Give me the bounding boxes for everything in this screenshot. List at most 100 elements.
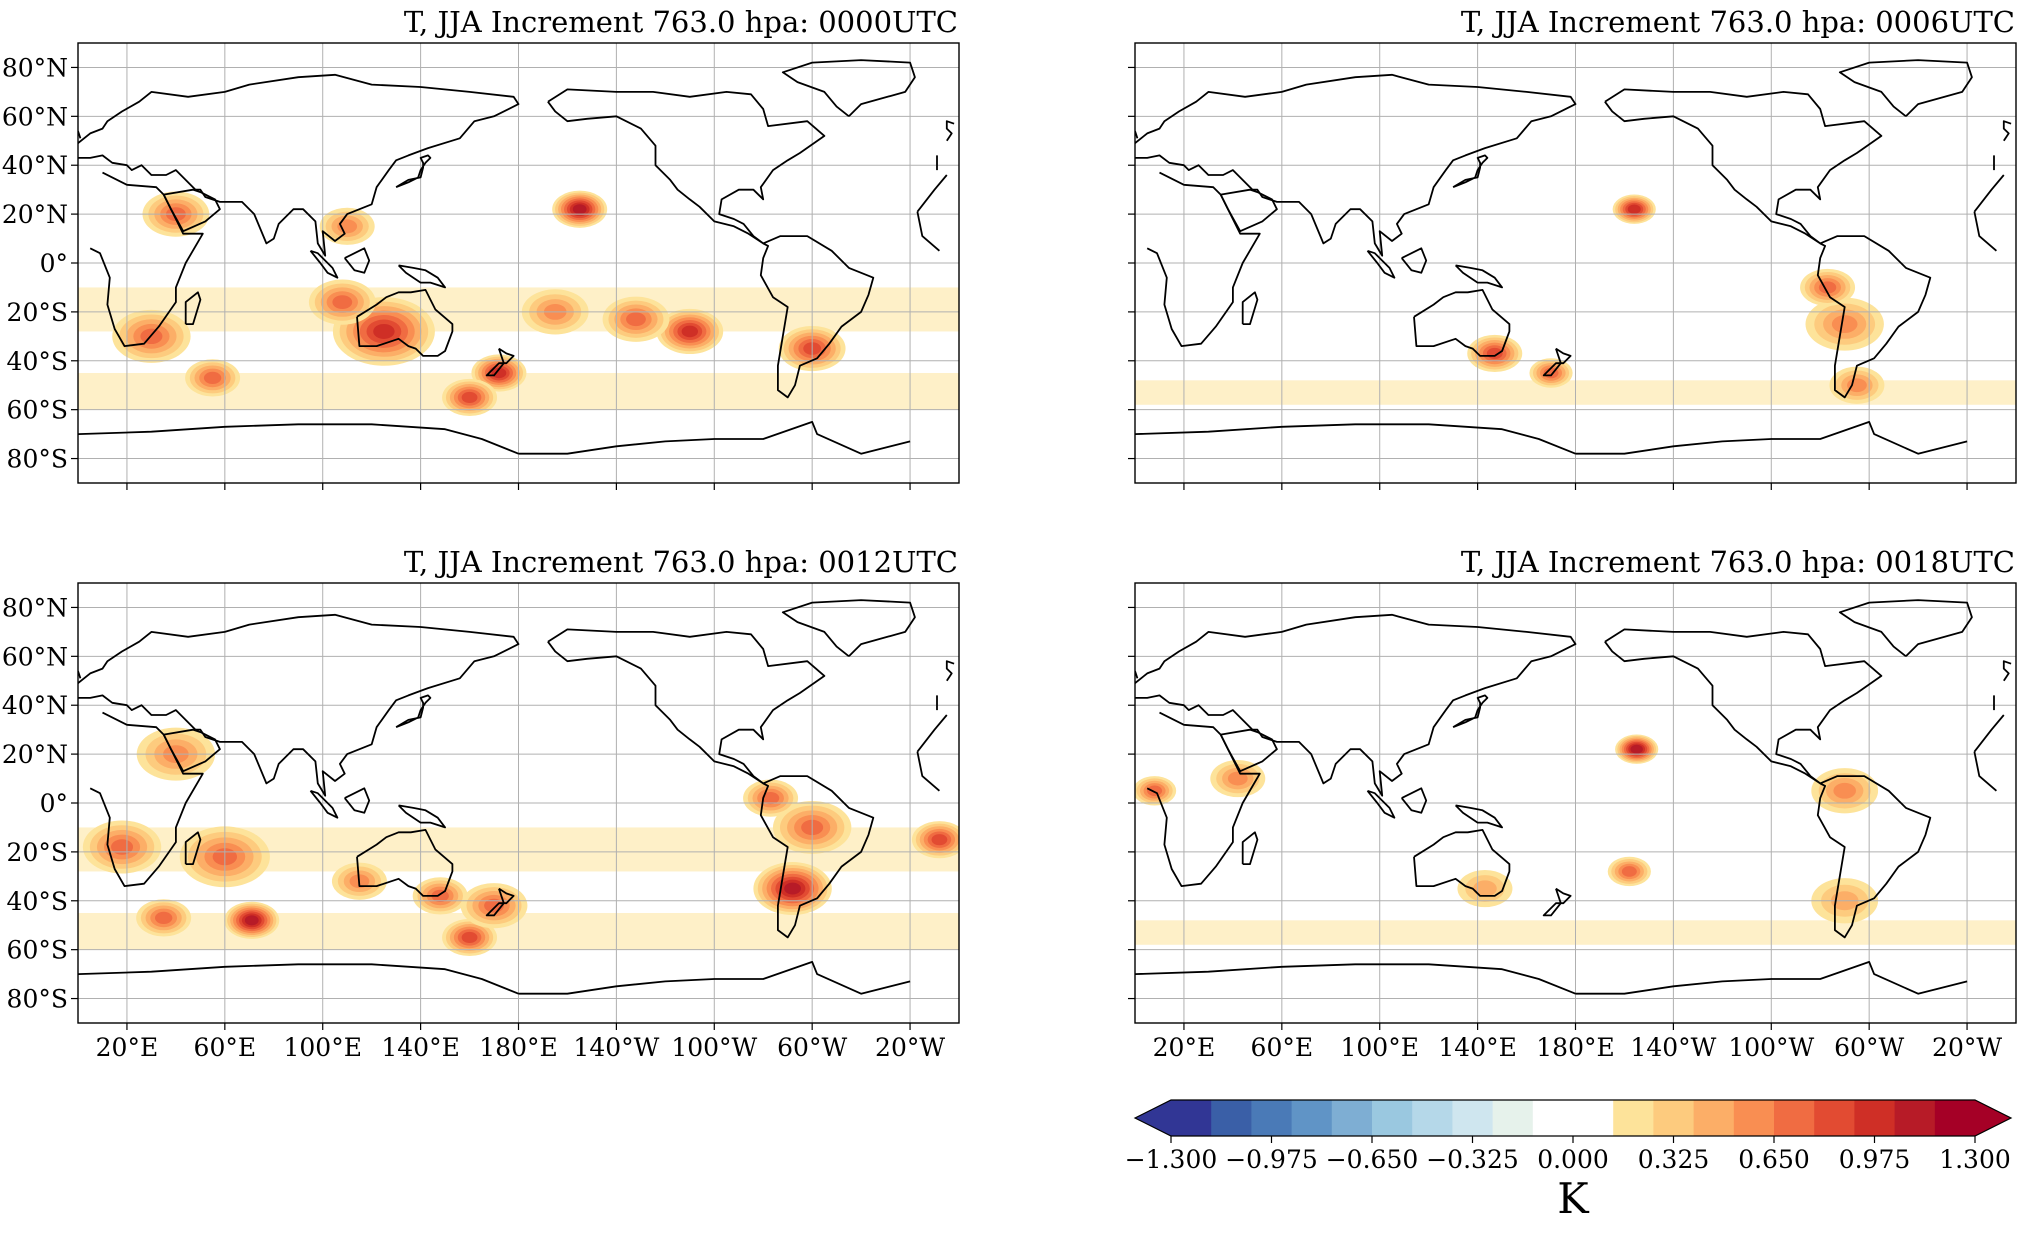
increment-contour bbox=[1473, 880, 1497, 897]
panel-0006utc: T, JJA Increment 763.0 hpa: 0006UTC bbox=[1128, 5, 2017, 490]
coastline bbox=[485, 347, 515, 377]
increment-contour bbox=[111, 839, 134, 855]
coastline bbox=[547, 628, 826, 785]
colorbar-segment bbox=[1372, 1100, 1413, 1136]
lat-tick-label: 20°N bbox=[2, 200, 68, 229]
coastline bbox=[1400, 787, 1428, 814]
map-field: 20°E 60°E 100°E 140°E 180°E 140°W 100°W 60°W 20°… bbox=[1128, 582, 2017, 1062]
map-field: 80°N 60°N 40°N 20°N 0° 20°S 40°S 60°S 80°S 20°E 60… bbox=[2, 582, 960, 1062]
coastline bbox=[78, 421, 911, 455]
lat-tick-label: 80°N bbox=[2, 53, 68, 82]
lon-tick-label: 60°E bbox=[1251, 1033, 1314, 1062]
lon-tick-label: 140°W bbox=[1630, 1033, 1716, 1062]
colorbar: −1.300 −0.975 −0.650 −0.325 0.000 0.325 0.650 0… bbox=[1125, 1099, 2013, 1223]
lon-tick-label: 60°W bbox=[777, 1033, 847, 1062]
map-content bbox=[78, 43, 959, 483]
increment-contour bbox=[784, 882, 801, 895]
colorbar-extend-high bbox=[1975, 1100, 2011, 1136]
lon-tick-label: 20°W bbox=[875, 1033, 945, 1062]
coastline bbox=[1454, 264, 1503, 289]
lon-tick-label: 60°W bbox=[1834, 1033, 1904, 1062]
coastline bbox=[78, 73, 938, 257]
colorbar-tick-label: 0.650 bbox=[1738, 1145, 1810, 1174]
colorbar-segment bbox=[1452, 1100, 1494, 1136]
colorbar-segment bbox=[1693, 1100, 1735, 1136]
increment-contour bbox=[1227, 771, 1248, 786]
increment-contour bbox=[626, 312, 646, 327]
lon-tick-label: 180°E bbox=[479, 1033, 557, 1062]
coastline bbox=[184, 291, 202, 325]
coastline bbox=[1413, 829, 1511, 897]
increment-contour bbox=[1630, 744, 1643, 754]
coastline bbox=[485, 887, 515, 917]
colorbar-segment bbox=[1331, 1100, 1373, 1136]
panel-title: T, JJA Increment 763.0 hpa: 0006UTC bbox=[1461, 5, 2015, 39]
lat-tick-label: 60°N bbox=[2, 102, 68, 131]
colorbar-tick-label: −0.325 bbox=[1426, 1145, 1519, 1174]
lon-tick-label: 100°W bbox=[1728, 1033, 1814, 1062]
lat-tick-label: 20°N bbox=[2, 740, 68, 769]
colorbar-tick-label: −0.650 bbox=[1326, 1145, 1419, 1174]
lon-tick-label: 140°E bbox=[1438, 1033, 1516, 1062]
increment-contour bbox=[1833, 782, 1856, 799]
coastline bbox=[1604, 628, 1883, 785]
coastline bbox=[1241, 831, 1259, 865]
coastline bbox=[1135, 613, 1995, 797]
increment-contour bbox=[931, 834, 948, 846]
map-field bbox=[1128, 42, 2017, 490]
coastline bbox=[1135, 421, 1968, 455]
coastline bbox=[89, 171, 948, 347]
coastline bbox=[1366, 789, 1396, 819]
lat-tick-label: 80°S bbox=[7, 985, 68, 1014]
map-field: 80°N 60°N 40°N 20°N 0° 20°S 40°S 60°S 80°S bbox=[2, 42, 960, 490]
colorbar-tick-label: 0.975 bbox=[1839, 1145, 1911, 1174]
coastline bbox=[397, 804, 446, 829]
coastline bbox=[1452, 154, 1489, 189]
coastline bbox=[1241, 291, 1259, 325]
coastline bbox=[1838, 599, 1973, 658]
coastline bbox=[781, 599, 916, 658]
colorbar-tick-label: 1.300 bbox=[1939, 1145, 2011, 1174]
coastline bbox=[1146, 711, 2005, 887]
increment-contour bbox=[491, 367, 507, 379]
increment-contour bbox=[1621, 866, 1637, 877]
lat-tick-label: 80°S bbox=[7, 445, 68, 474]
coastline bbox=[781, 59, 916, 118]
colorbar-segment bbox=[1412, 1100, 1453, 1136]
colorbar-segment bbox=[1211, 1100, 1252, 1136]
colorbar-segment bbox=[1613, 1100, 1654, 1136]
coastline bbox=[397, 264, 446, 289]
colorbar-segment bbox=[1814, 1100, 1855, 1136]
coastline bbox=[1454, 804, 1503, 829]
colorbar-segment bbox=[1653, 1100, 1695, 1136]
lat-tick-label: 40°N bbox=[2, 151, 68, 180]
map-content bbox=[1135, 43, 2016, 483]
colorbar-unit-label: K bbox=[1557, 1174, 1590, 1223]
lat-tick-label: 0° bbox=[40, 789, 68, 818]
coastline bbox=[309, 249, 339, 279]
colorbar-segment bbox=[1171, 1100, 1212, 1136]
colorbar-segment bbox=[1894, 1100, 1936, 1136]
colorbar-segment bbox=[1532, 1100, 1574, 1136]
coastline bbox=[759, 235, 875, 399]
lon-tick-label: 20°W bbox=[1932, 1033, 2002, 1062]
lon-tick-label: 20°E bbox=[96, 1033, 159, 1062]
coastline bbox=[1452, 694, 1489, 729]
lat-tick-label: 40°N bbox=[2, 691, 68, 720]
colorbar-segment bbox=[1251, 1100, 1293, 1136]
colorbar-segments bbox=[1133, 1099, 2013, 1137]
colorbar-segment bbox=[1573, 1100, 1614, 1136]
colorbar-tick-label: 0.325 bbox=[1638, 1145, 1710, 1174]
lat-tick-label: 0° bbox=[40, 249, 68, 278]
coastline bbox=[1135, 961, 1968, 995]
panel-0000utc: T, JJA Increment 763.0 hpa: 0000UTC 80°N… bbox=[2, 5, 960, 490]
lon-tick-label: 100°E bbox=[283, 1033, 361, 1062]
lat-tick-label: 60°S bbox=[7, 936, 68, 965]
colorbar-tick-label: −1.300 bbox=[1125, 1145, 1218, 1174]
coastline bbox=[184, 831, 202, 865]
coastline bbox=[395, 694, 432, 729]
colorbar-segment bbox=[1934, 1100, 1976, 1136]
coastline bbox=[356, 829, 454, 897]
colorbar-segment bbox=[1854, 1100, 1896, 1136]
